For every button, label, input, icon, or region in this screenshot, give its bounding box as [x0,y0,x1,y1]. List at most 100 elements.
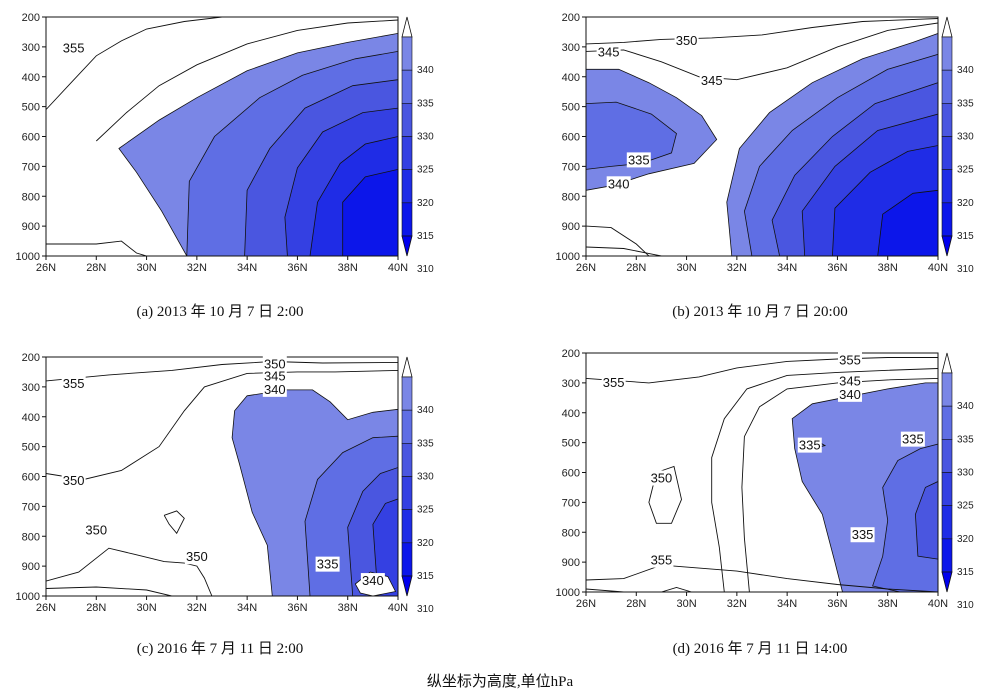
colorbar-label: 315 [417,231,434,242]
y-tick-label: 1000 [16,251,40,263]
y-tick-label: 400 [562,408,580,420]
colorbar-label: 330 [957,468,974,479]
contour-label-bg [649,470,674,486]
colorbar-segment [941,103,953,137]
colorbar-segment [401,202,413,237]
panel-d: 200 300 400 500 600 700 800 900 1000 26N 28N 30N 32N… [540,336,980,626]
contour-label-bg [797,437,822,453]
colorbar-segment [401,476,413,510]
y-tick-label: 900 [22,561,40,573]
caption-c: (c) 2016 年 7 月 11 日 2:00 [136,641,304,657]
x-tick-label: 36N [287,602,307,614]
contour-line [586,18,938,45]
x-tick-label: 30N [676,262,696,274]
y-tick-label: 700 [562,497,580,509]
contour-label: 350 [676,33,698,48]
contour-label: 345 [701,73,723,88]
y-tick-label: 900 [22,221,40,233]
x-tick-label: 38N [878,262,898,274]
colorbar-segment [401,169,413,204]
contour-label: 350 [85,522,107,537]
panel-b: 200 300 400 500 600 700 800 900 1000 26N 28N 30N 32N… [540,0,980,290]
x-tick-label: 40N [388,262,408,274]
contour-label-bg [262,368,287,384]
y-tick-label: 300 [22,42,40,54]
colorbar-label: 335 [957,98,974,109]
colorbar-label: 335 [957,434,974,445]
contour-line [163,510,185,535]
x-tick-label: 34N [237,262,257,274]
colorbar-top-triangle [941,352,953,374]
contour-label: 335 [799,438,821,453]
contour-label: 340 [608,176,630,191]
colorbar-label: 320 [417,538,434,549]
contour-line [741,377,938,592]
colorbar-label: 320 [957,534,974,545]
colorbar-bottom-triangle [941,571,953,593]
colorbar-segment [941,136,953,170]
contour-label: 335 [902,432,924,447]
contour-label-bg [699,73,724,89]
y-tick-label: 300 [562,378,580,390]
colorbar-bottom-triangle [401,235,413,257]
colorbar-label: 325 [957,165,974,176]
contour-label: 345 [598,44,620,59]
caption-d: (d) 2016 年 7 月 11 日 14:00 [672,641,848,657]
contour-label-bg [315,556,340,572]
x-tick-label: 30N [136,602,156,614]
y-tick-label: 1000 [556,251,580,263]
colorbar-label: 330 [417,132,434,143]
colorbar-label: 315 [957,567,974,578]
contour-area [586,18,938,256]
colorbar-segment [941,405,953,440]
contour-label-bg [838,352,862,368]
colorbar-segment [401,376,413,411]
panel-a: 200 300 400 500 600 700 800 900 1000 26N 28N 30N 32N… [0,0,440,290]
colorbar-segment [941,472,953,506]
colorbar-top-triangle [401,356,413,378]
contour-label: 340 [362,573,384,588]
x-tick-label: 26N [36,262,56,274]
colorbar-label: 340 [417,65,434,76]
y-tick-label: 500 [562,438,580,450]
contour-label-bg [850,527,875,543]
y-tick-label: 400 [22,412,40,424]
y-tick-label: 200 [22,352,40,364]
contour-label: 355 [63,40,85,55]
x-tick-label: 30N [676,598,696,610]
x-tick-label: 38N [338,602,358,614]
y-tick-label: 500 [22,442,40,454]
x-tick-label: 26N [36,602,56,614]
y-tick-label: 400 [22,72,40,84]
contour-label-bg [262,356,287,372]
contour-label: 335 [628,152,650,167]
contour-label: 345 [264,368,286,383]
x-tick-label: 30N [136,262,156,274]
y-tick-label: 1000 [556,587,580,599]
contour-line [46,586,172,596]
x-tick-label: 36N [287,262,307,274]
contour-label-bg [61,472,86,488]
colorbar-bottom-triangle [941,235,953,257]
x-tick-label: 28N [86,262,106,274]
y-tick-label: 800 [562,191,580,203]
contour-label: 355 [603,375,625,390]
y-tick-label: 700 [562,161,580,173]
colorbar-label: 330 [417,472,434,483]
contour-line [95,19,398,142]
shaded-region-315 [342,168,398,256]
x-tick-label: 32N [187,602,207,614]
contour-label: 350 [186,549,208,564]
y-tick-label: 500 [22,102,40,114]
colorbar-label: 340 [957,65,974,76]
colorbar-top-triangle [401,16,413,38]
colorbar-label: 315 [957,231,974,242]
x-tick-label: 38N [338,262,358,274]
x-tick-label: 40N [388,602,408,614]
colorbar-segment [401,36,413,71]
x-tick-label: 40N [928,262,948,274]
y-tick-label: 800 [22,531,40,543]
contour-line [46,240,147,256]
